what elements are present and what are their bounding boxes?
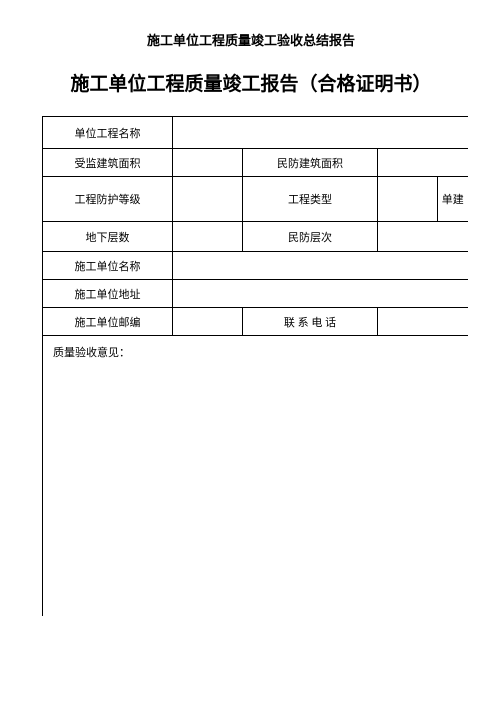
table-row: 受监建筑面积 民防建筑面积: [43, 149, 468, 177]
label-defense-level: 民防层次: [243, 222, 378, 252]
value-defense-level: [378, 222, 468, 252]
table-row: 单位工程名称: [43, 117, 468, 149]
table-row-opinion: 质量验收意见：: [43, 336, 468, 616]
table-row: 工程防护等级 工程类型 单建: [43, 177, 468, 222]
main-title: 施工单位工程质量竣工报告（合格证明书）: [20, 69, 482, 96]
label-construction-unit-address: 施工单位地址: [43, 280, 173, 308]
label-supervised-area: 受监建筑面积: [43, 149, 173, 177]
value-construction-unit-address: [173, 280, 468, 308]
value-phone: [378, 308, 468, 336]
label-underground-floors: 地下层数: [43, 222, 173, 252]
table-row: 施工单位邮编 联 系 电 话: [43, 308, 468, 336]
label-postcode: 施工单位邮编: [43, 308, 173, 336]
value-unit-project-name: [173, 117, 468, 149]
form-table: 单位工程名称 受监建筑面积 民防建筑面积 工程防护等级 工程类型 单建 地下层数…: [42, 116, 468, 616]
label-project-type: 工程类型: [243, 177, 378, 222]
value-project-type: [378, 177, 438, 222]
label-defense-area: 民防建筑面积: [243, 149, 378, 177]
value-underground-floors: [173, 222, 243, 252]
label-protection-level: 工程防护等级: [43, 177, 173, 222]
value-postcode: [173, 308, 243, 336]
opinion-cell: 质量验收意见：: [43, 336, 468, 616]
label-phone: 联 系 电 话: [243, 308, 378, 336]
value-supervised-area: [173, 149, 243, 177]
label-construction-unit-name: 施工单位名称: [43, 252, 173, 280]
header-title: 施工单位工程质量竣工验收总结报告: [20, 30, 482, 49]
table-row: 地下层数 民防层次: [43, 222, 468, 252]
table-row: 施工单位地址: [43, 280, 468, 308]
table-row: 施工单位名称: [43, 252, 468, 280]
value-construction-unit-name: [173, 252, 468, 280]
label-unit-project-name: 单位工程名称: [43, 117, 173, 149]
value-extra-type: 单建: [438, 177, 468, 222]
value-defense-area: [378, 149, 468, 177]
value-protection-level: [173, 177, 243, 222]
